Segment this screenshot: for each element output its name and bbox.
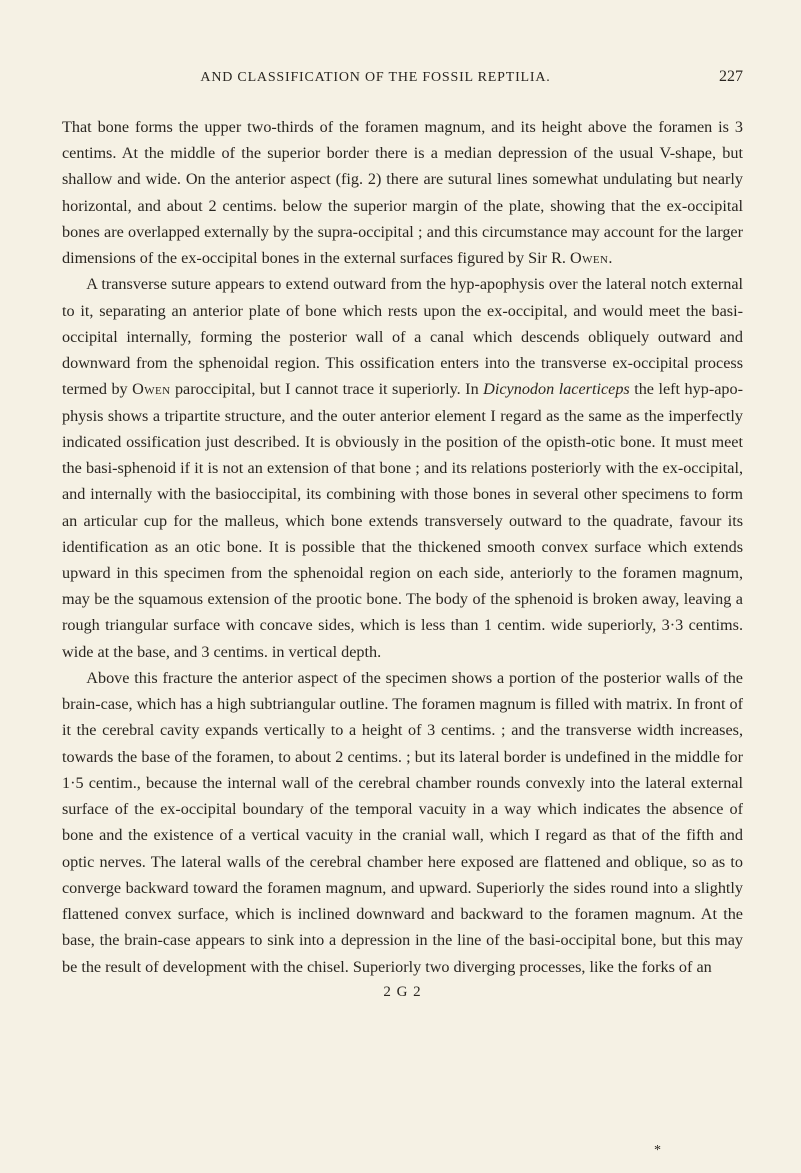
p2-italic: Dicynodon lacerticeps: [483, 380, 630, 398]
running-head: AND CLASSIFICATION OF THE FOSSIL REPTILI…: [62, 70, 689, 86]
p2-owen: Owen: [132, 380, 170, 398]
signature-mark: 2 G 2: [62, 984, 743, 1001]
p1-text-b: .: [608, 249, 612, 267]
body-text: That bone forms the upper two-thirds of …: [62, 114, 743, 980]
paragraph-3: Above this fracture the anterior aspect …: [62, 665, 743, 980]
page-header: AND CLASSIFICATION OF THE FOSSIL REPTILI…: [62, 68, 743, 86]
p2-text-c: the left hyp-apo­physis shows a triparti…: [62, 380, 743, 660]
paragraph-1: That bone forms the upper two-thirds of …: [62, 114, 743, 271]
page-number: 227: [719, 68, 743, 86]
p1-text-a: That bone forms the upper two-thirds of …: [62, 118, 743, 267]
p2-text-b: par­occipital, but I cannot trace it sup…: [170, 380, 483, 398]
paragraph-2: A transverse suture appears to extend ou…: [62, 271, 743, 665]
footer-asterisk: *: [654, 1143, 661, 1159]
p1-owen: Owen: [570, 249, 608, 267]
